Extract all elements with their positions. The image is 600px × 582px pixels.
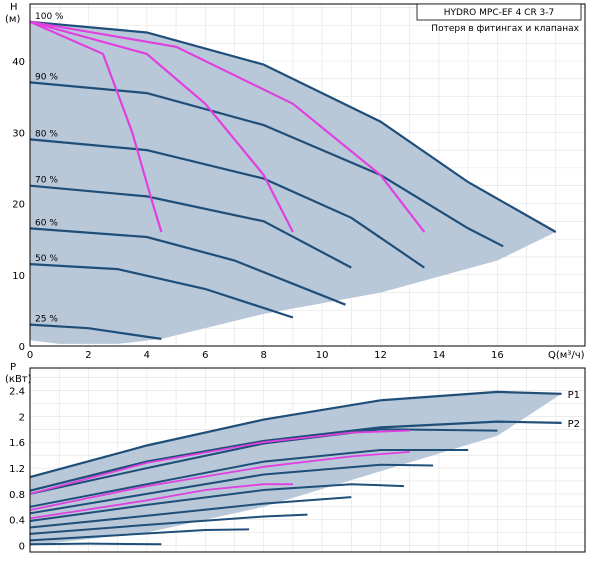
head-curve-60 bbox=[29, 227, 346, 306]
head-curve-80 bbox=[29, 138, 425, 269]
title-box-frame bbox=[416, 3, 582, 21]
head-curve-90 bbox=[29, 81, 504, 248]
bot-yunit: (кВт) bbox=[5, 374, 32, 385]
bottom-frame bbox=[29, 367, 586, 553]
y-tick-label: 0.4 bbox=[9, 516, 25, 527]
speed-label: 25 % bbox=[35, 315, 58, 325]
top-yunit: (м) bbox=[5, 14, 20, 25]
loss-curve bbox=[29, 20, 163, 233]
x-tick-label: 10 bbox=[316, 350, 329, 361]
power-loss-curve bbox=[29, 429, 410, 495]
head-curve-25 bbox=[29, 323, 162, 340]
y-tick-label: 0 bbox=[19, 542, 25, 553]
series-label: P2 bbox=[568, 419, 580, 430]
x-tick-label: 6 bbox=[202, 350, 208, 361]
power-loss-curve bbox=[29, 483, 293, 520]
series-label: P1 bbox=[568, 390, 580, 401]
y-tick-label: 2 bbox=[19, 412, 25, 423]
y-tick-label: 1.6 bbox=[9, 438, 25, 449]
speed-label: 60 % bbox=[35, 218, 58, 228]
y-tick-label: 10 bbox=[12, 271, 25, 282]
x-tick-label: 14 bbox=[433, 350, 446, 361]
top-frame bbox=[29, 3, 586, 347]
top-xlabel: Q(м³/ч) bbox=[548, 350, 585, 361]
y-tick-label: 20 bbox=[12, 200, 25, 211]
loss-curve bbox=[29, 20, 294, 233]
x-tick-label: 8 bbox=[260, 350, 266, 361]
head-curve-panel: 100 % 90 % 80 % 70 % 60 % 50 % 25 % 0 2 4 6 8 10 12 14… bbox=[12, 3, 586, 361]
loss-curve bbox=[29, 20, 426, 233]
power-curve-panel: P1 P2 0 0.4 0.8 1.2 1.6 2 2.4 bbox=[9, 367, 586, 553]
y-tick-label: 40 bbox=[12, 57, 25, 68]
y-tick-label: 2.4 bbox=[9, 387, 25, 398]
y-tick-label: 1.2 bbox=[9, 464, 25, 475]
power-speed-curve bbox=[29, 528, 250, 542]
power-speed-curve bbox=[29, 428, 498, 495]
power-speed-curve bbox=[29, 449, 469, 508]
y-tick-label: 30 bbox=[12, 128, 25, 139]
x-tick-label: 16 bbox=[491, 350, 504, 361]
speed-label: 90 % bbox=[35, 72, 58, 82]
power-loss-curve bbox=[29, 451, 410, 511]
subtitle: Потеря в фитингах и клапанах bbox=[431, 24, 579, 34]
power-speed-curve bbox=[29, 496, 352, 529]
power-speed-curve bbox=[29, 483, 404, 522]
bot-ylabel: P bbox=[10, 362, 16, 373]
top-ylabel: H bbox=[10, 2, 18, 13]
head-curve-70 bbox=[29, 184, 352, 269]
operating-envelope bbox=[30, 21, 556, 344]
speed-label: 50 % bbox=[35, 254, 58, 264]
power-speed-curve bbox=[29, 463, 434, 515]
power-curve-p2 bbox=[29, 420, 562, 492]
x-tick-label: 0 bbox=[27, 350, 33, 361]
speed-label: 80 % bbox=[35, 129, 58, 139]
power-speed-curve bbox=[29, 513, 308, 535]
speed-label: 100 % bbox=[35, 12, 64, 22]
x-tick-label: 4 bbox=[144, 350, 150, 361]
x-tick-label: 2 bbox=[85, 350, 91, 361]
power-speed-curve bbox=[29, 542, 162, 546]
y-tick-label: 0.8 bbox=[9, 490, 25, 501]
title-box: HYDRO MPC-EF 4 CR 3-7 Потеря в фитингах … bbox=[416, 3, 582, 34]
power-curve-p1 bbox=[29, 390, 562, 479]
speed-label: 70 % bbox=[35, 176, 58, 186]
model-title: HYDRO MPC-EF 4 CR 3-7 bbox=[444, 8, 555, 18]
head-curve-100 bbox=[29, 20, 557, 233]
head-curve-50 bbox=[29, 263, 294, 319]
x-tick-label: 12 bbox=[374, 350, 387, 361]
y-tick-label: 0 bbox=[19, 342, 25, 353]
